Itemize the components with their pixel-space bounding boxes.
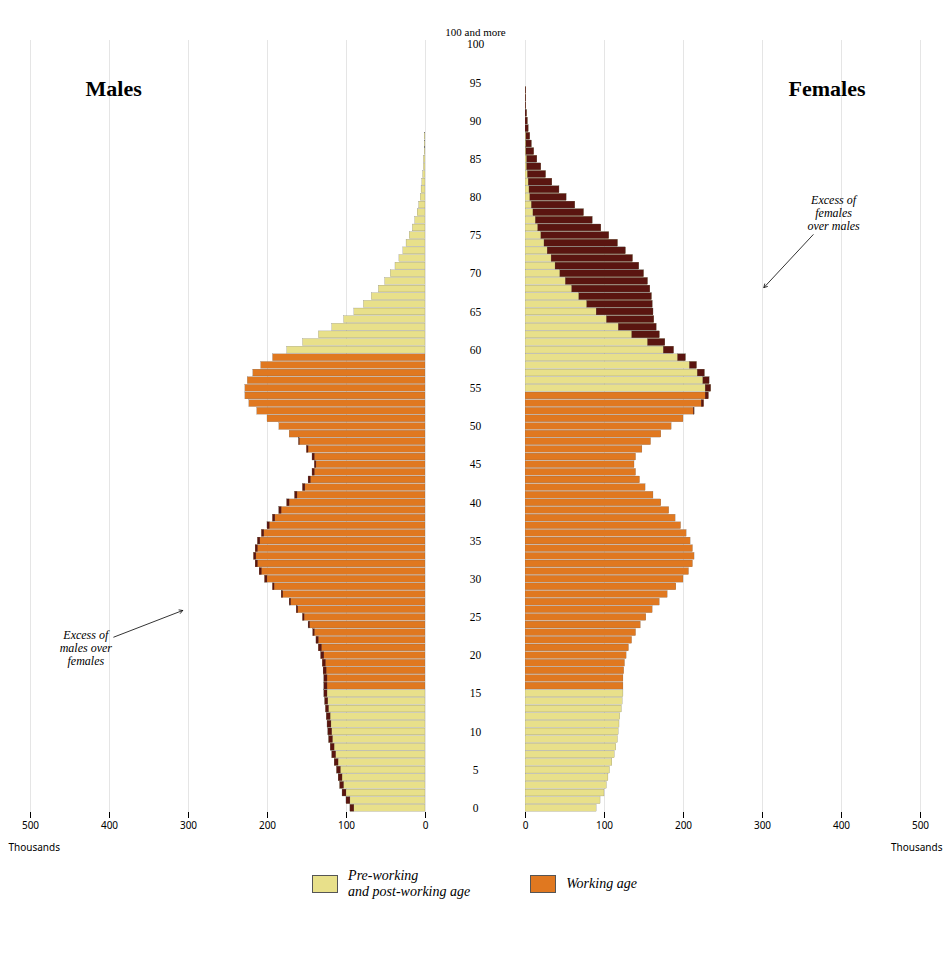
svg-text:300: 300: [753, 818, 770, 832]
svg-text:40: 40: [469, 497, 481, 509]
svg-text:70: 70: [469, 267, 481, 279]
svg-text:400: 400: [100, 818, 117, 832]
svg-text:100: 100: [595, 818, 612, 832]
svg-text:0: 0: [522, 818, 528, 832]
svg-text:35: 35: [469, 535, 481, 547]
svg-text:Females: Females: [788, 76, 865, 101]
svg-text:60: 60: [469, 344, 481, 356]
svg-text:0: 0: [472, 802, 478, 814]
svg-text:95: 95: [469, 77, 481, 89]
svg-text:55: 55: [469, 382, 481, 394]
svg-text:80: 80: [469, 191, 481, 203]
svg-text:65: 65: [469, 306, 481, 318]
svg-text:100 and more: 100 and more: [445, 26, 506, 38]
svg-text:400: 400: [832, 818, 849, 832]
svg-text:5: 5: [472, 764, 478, 776]
html-text:Working age: Working age: [566, 876, 637, 891]
svg-text:200: 200: [674, 818, 691, 832]
svg-text:20: 20: [469, 649, 481, 661]
svg-text:Excess ofmales overfemales: Excess ofmales overfemales: [59, 628, 112, 668]
svg-text:45: 45: [469, 458, 481, 470]
svg-text:Excess offemalesover males: Excess offemalesover males: [807, 193, 860, 233]
svg-text:300: 300: [179, 818, 196, 832]
svg-text:500: 500: [911, 818, 928, 832]
svg-text:30: 30: [469, 573, 481, 585]
svg-text:Thousands: Thousands: [891, 840, 943, 854]
svg-text:Males: Males: [85, 76, 142, 101]
svg-text:15: 15: [469, 687, 481, 699]
svg-text:90: 90: [469, 115, 481, 127]
svg-text:200: 200: [258, 818, 275, 832]
svg-text:85: 85: [469, 153, 481, 165]
svg-text:Thousands: Thousands: [8, 840, 60, 854]
svg-text:0: 0: [422, 818, 428, 832]
svg-text:500: 500: [21, 818, 38, 832]
svg-text:50: 50: [469, 420, 481, 432]
svg-text:25: 25: [469, 611, 481, 623]
svg-text:10: 10: [469, 726, 481, 738]
svg-text:75: 75: [469, 229, 481, 241]
html-text:Pre-working and post-working a: Pre-working and post-working age: [348, 868, 471, 900]
svg-text:100: 100: [337, 818, 354, 832]
svg-text:100: 100: [466, 38, 484, 50]
